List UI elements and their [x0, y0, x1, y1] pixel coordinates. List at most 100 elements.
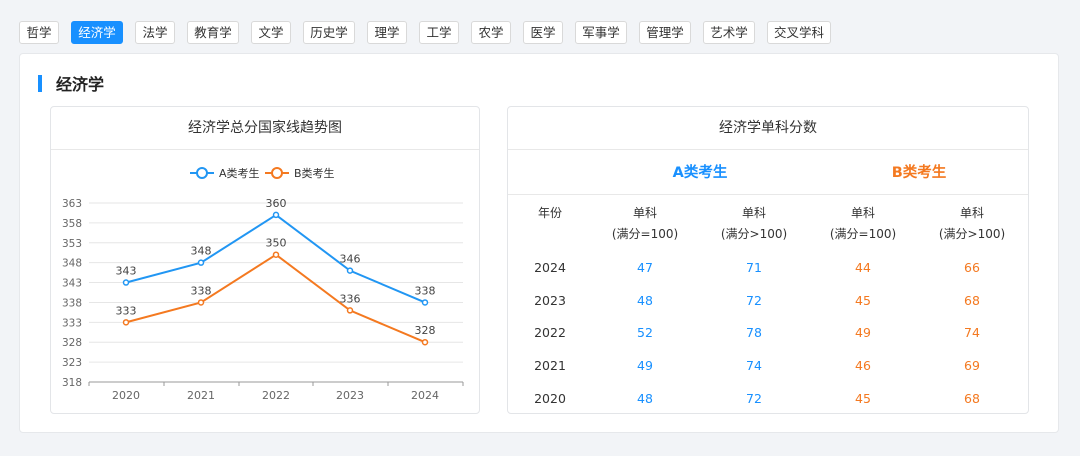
- x-tick-label: 2021: [187, 389, 215, 402]
- series-line: [125, 213, 426, 304]
- group-a-header: A类考生: [672, 165, 728, 181]
- a-score-gt100-cell: 78: [746, 325, 762, 340]
- b-score-gt100-cell: 74: [964, 325, 980, 340]
- column-header-title: 单科: [632, 206, 657, 220]
- year-cell: 2020: [534, 391, 566, 406]
- a-score-gt100-cell: 72: [746, 391, 762, 406]
- subject-tabs: 哲学 经济学 法学 教育学 文学 历史学 理学 工学 农学 医学 军事学 管理学 艺术学 交叉学科: [19, 21, 843, 44]
- x-tick-label: 2023: [336, 389, 364, 402]
- y-tick-label: 328: [62, 337, 82, 349]
- data-label: 348: [191, 245, 212, 258]
- tab-5[interactable]: 历史学: [303, 21, 355, 44]
- column-header-subtitle: (满分=100): [829, 227, 897, 241]
- data-point: [421, 338, 429, 346]
- legend-marker: [196, 167, 208, 179]
- tab-1[interactable]: 经济学: [71, 21, 123, 44]
- b-score-100-cell: 49: [855, 325, 871, 340]
- legend-label: A类考生: [219, 166, 260, 180]
- tab-8[interactable]: 农学: [471, 21, 511, 44]
- trend-chart-card: 经济学总分国家线趋势图 318 323 328 333 338 343 348 353 358 3…: [50, 106, 480, 414]
- chart-card-title: 经济学总分国家线趋势图: [51, 107, 479, 150]
- year-header: 年份: [537, 206, 562, 220]
- column-header-title: 单科: [741, 206, 766, 220]
- b-score-gt100-cell: 66: [964, 260, 980, 275]
- y-tick-label: 318: [62, 377, 82, 389]
- a-score-gt100-cell: 74: [746, 358, 762, 373]
- series-line: [125, 253, 426, 344]
- year-cell: 2024: [534, 260, 566, 275]
- tab-9[interactable]: 医学: [523, 21, 563, 44]
- tab-10[interactable]: 军事学: [575, 21, 627, 44]
- year-cell: 2023: [534, 293, 566, 308]
- b-score-100-cell: 46: [855, 358, 871, 373]
- y-tick-label: 338: [62, 297, 82, 309]
- b-score-gt100-cell: 69: [964, 358, 980, 373]
- data-point: [197, 259, 205, 266]
- data-point: [346, 307, 354, 314]
- single-subject-table-card: 经济学单科分数 A类考生 B类考生 年份 单科 (满分=100) 单科 (满分>100)…: [507, 106, 1029, 414]
- data-point: [272, 211, 280, 219]
- legend-marker: [271, 167, 283, 179]
- y-tick-label: 343: [62, 278, 82, 290]
- table-divider: [508, 194, 1028, 195]
- column-header: 单科 (满分=100): [813, 205, 913, 243]
- data-label: 338: [191, 284, 212, 297]
- column-header-subtitle: (满分>100): [720, 227, 788, 241]
- content-panel: 经济学 经济学总分国家线趋势图 318 323 328 333 338 343 348 353…: [19, 53, 1059, 433]
- data-label: 338: [415, 284, 436, 297]
- legend-label: B类考生: [294, 166, 335, 180]
- data-point: [122, 319, 130, 326]
- data-label: 343: [116, 265, 137, 278]
- data-point: [122, 279, 130, 286]
- column-header-subtitle: (满分=100): [611, 227, 679, 241]
- section-title: 经济学: [38, 71, 104, 95]
- table-card-title: 经济学单科分数: [508, 107, 1028, 150]
- b-score-gt100-cell: 68: [964, 391, 980, 406]
- x-tick-label: 2022: [262, 389, 290, 402]
- group-b-header: B类考生: [891, 165, 947, 181]
- year-cell: 2022: [534, 325, 566, 340]
- y-tick-label: 358: [62, 218, 82, 230]
- a-score-gt100-cell: 71: [746, 260, 762, 275]
- year-cell: 2021: [534, 358, 566, 373]
- x-tick-label: 2024: [411, 389, 439, 402]
- tab-2[interactable]: 法学: [135, 21, 175, 44]
- b-score-gt100-cell: 68: [964, 293, 980, 308]
- column-header: 单科 (满分>100): [704, 205, 804, 243]
- data-label: 328: [415, 324, 436, 337]
- y-tick-label: 353: [62, 238, 82, 250]
- data-label: 360: [266, 197, 287, 210]
- data-point: [421, 299, 429, 306]
- tab-6[interactable]: 理学: [367, 21, 407, 44]
- a-score-gt100-cell: 72: [746, 293, 762, 308]
- x-tick-label: 2020: [112, 389, 140, 402]
- tab-3[interactable]: 教育学: [187, 21, 239, 44]
- y-tick-label: 363: [62, 198, 82, 210]
- data-label: 346: [340, 253, 361, 266]
- a-score-100-cell: 48: [637, 293, 653, 308]
- a-score-100-cell: 52: [637, 325, 653, 340]
- tab-13[interactable]: 交叉学科: [767, 21, 831, 44]
- column-header: 单科 (满分>100): [922, 205, 1022, 243]
- data-label: 333: [116, 304, 137, 317]
- tab-7[interactable]: 工学: [419, 21, 459, 44]
- b-score-100-cell: 44: [855, 260, 871, 275]
- column-header-title: 单科: [959, 206, 984, 220]
- data-label: 336: [340, 292, 361, 305]
- data-point: [272, 251, 280, 258]
- tab-0[interactable]: 哲学: [19, 21, 59, 44]
- data-point: [346, 267, 354, 274]
- tab-11[interactable]: 管理学: [639, 21, 691, 44]
- y-tick-label: 348: [62, 258, 82, 270]
- column-header-subtitle: (满分>100): [938, 227, 1006, 241]
- b-score-100-cell: 45: [855, 391, 871, 406]
- tab-12[interactable]: 艺术学: [703, 21, 755, 44]
- column-header-title: 单科: [850, 206, 875, 220]
- column-header: 单科 (满分=100): [595, 205, 695, 243]
- tab-4[interactable]: 文学: [251, 21, 291, 44]
- title-accent-bar: [38, 74, 42, 92]
- data-point: [197, 299, 205, 306]
- a-score-100-cell: 49: [637, 358, 653, 373]
- a-score-100-cell: 48: [637, 391, 653, 406]
- data-label: 350: [266, 237, 287, 250]
